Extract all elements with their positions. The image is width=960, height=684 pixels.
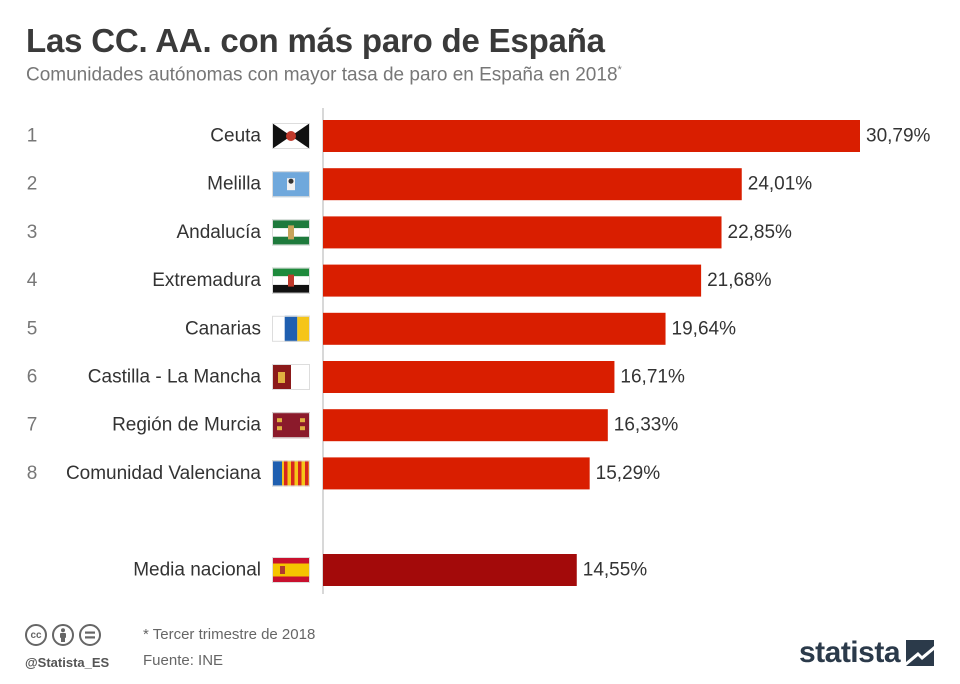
statista-logo-icon [906,640,934,666]
rank-label: 2 [27,174,38,195]
value-label: 16,33% [614,415,679,436]
nd-icon[interactable] [79,624,101,646]
rank-label: 5 [27,318,38,339]
person-glyph-icon [60,628,66,642]
bar-chart: 1 Ceuta 30,79% 2 Melilla 24,01% 3 Andalucía 22,8… [27,108,931,594]
category-label: Castilla - La Mancha [88,367,262,388]
extremadura-flag-icon [272,267,310,294]
category-label: Comunidad Valenciana [66,463,261,484]
bar[interactable] [323,168,742,201]
reference-value-label: 14,55% [583,560,648,581]
bar[interactable] [323,120,860,152]
bar[interactable] [323,361,615,393]
spain-flag-icon [272,557,310,583]
value-label: 30,79% [866,126,931,147]
footnote: * Tercer trimestre de 2018 [143,626,316,643]
murcia-flag-icon [272,412,310,439]
equals-glyph-icon [85,631,95,639]
castilla-la-mancha-flag-icon [272,364,310,390]
twitter-handle[interactable]: @Statista_ES [25,655,110,670]
value-label: 16,71% [620,367,685,388]
bar[interactable] [323,312,666,345]
chart-subtitle: Comunidades autónomas con mayor tasa de … [26,64,622,86]
reference-bar[interactable] [323,554,577,586]
andalucia-flag-icon [272,219,310,246]
value-label: 19,64% [672,318,737,339]
value-label: 24,01% [748,174,813,195]
subtitle-text: Comunidades autónomas con mayor tasa de … [26,64,618,86]
by-icon[interactable] [52,624,74,646]
statista-logo[interactable]: statista [799,636,934,670]
bar[interactable] [323,457,590,490]
bar[interactable] [323,216,722,249]
source: Fuente: INE [143,652,224,669]
category-label: Ceuta [210,126,261,147]
cc-icon[interactable]: cc [25,624,47,646]
brand-name: statista [798,636,901,669]
category-label: Región de Murcia [112,415,261,436]
bar[interactable] [323,264,702,297]
value-label: 22,85% [728,222,793,243]
rank-label: 4 [27,270,38,291]
category-label: Melilla [207,174,261,195]
bar[interactable] [323,409,608,442]
category-label: Andalucía [176,222,261,243]
category-label: Extremadura [152,270,261,291]
rank-label: 7 [27,415,38,436]
melilla-flag-icon [272,171,310,198]
subtitle-footnote-mark: * [617,64,622,76]
rank-label: 3 [27,222,38,243]
canarias-flag-icon [272,315,310,342]
rank-label: 1 [27,126,38,147]
ceuta-flag-icon [272,123,310,149]
category-label: Canarias [185,318,261,339]
rank-label: 6 [27,367,38,388]
reference-label: Media nacional [133,560,261,581]
value-label: 21,68% [707,270,772,291]
license-icons: cc [25,624,101,646]
rank-label: 8 [27,463,38,484]
value-label: 15,29% [596,463,661,484]
valencia-flag-icon [272,460,310,487]
chart-title: Las CC. AA. con más paro de España [26,22,605,59]
